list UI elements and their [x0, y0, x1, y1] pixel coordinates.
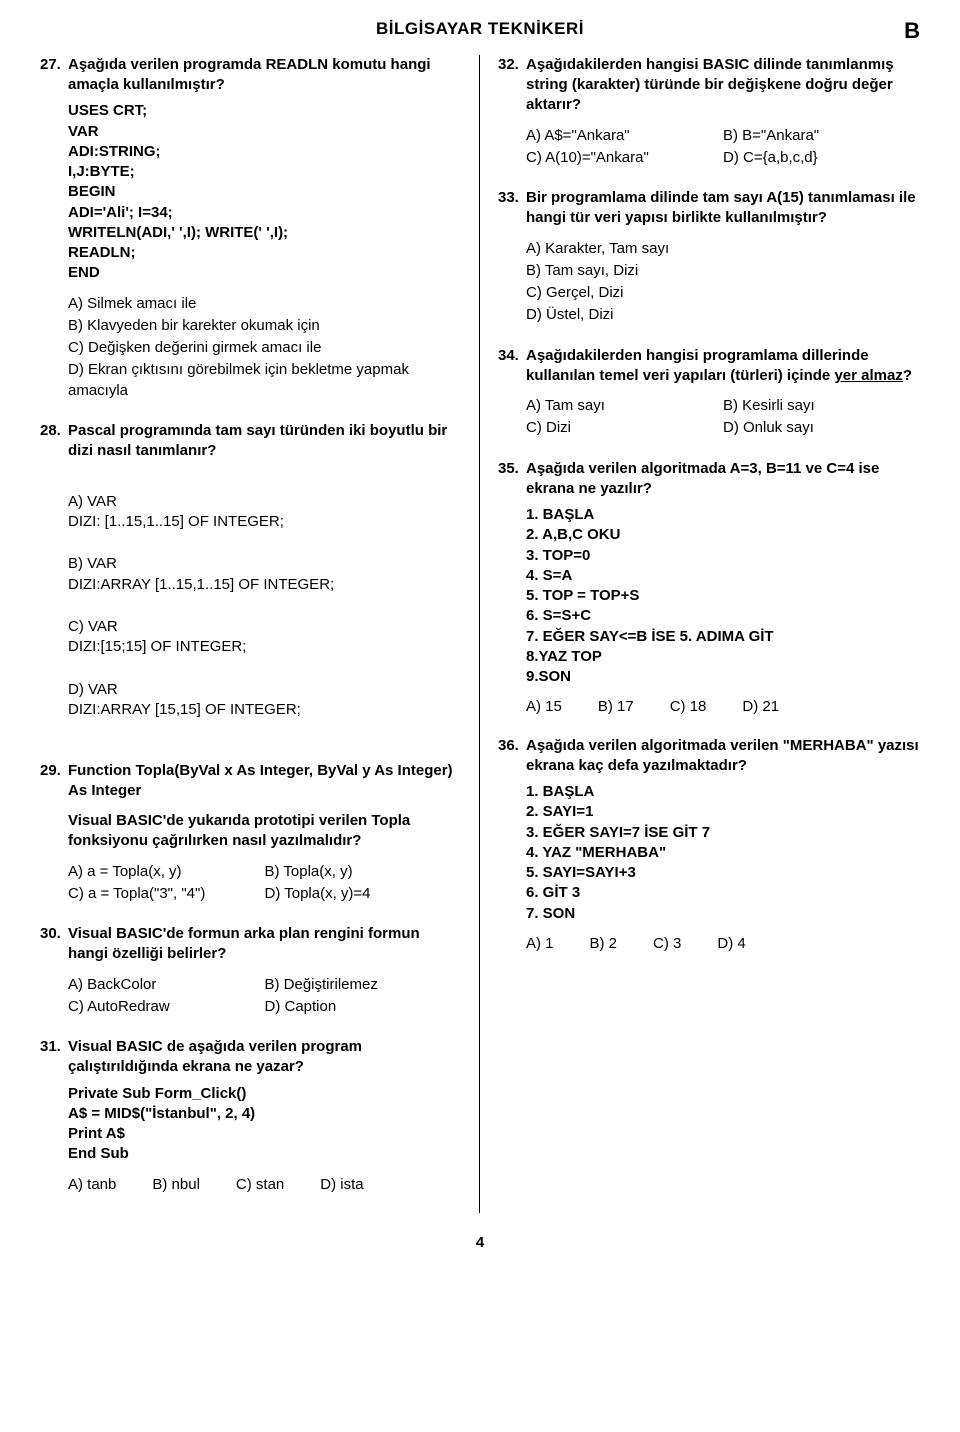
q29-opt-c: C) a = Topla("3", "4")	[68, 884, 265, 904]
q34-pre: Aşağıdakilerden hangisi programlama dill…	[526, 347, 869, 384]
q36-opt-d: D) 4	[717, 934, 745, 954]
q28-num: 28.	[40, 421, 68, 441]
q33-opt-d: D) Üstel, Dizi	[526, 305, 920, 325]
q29-opt-b: B) Topla(x, y)	[265, 862, 462, 882]
q36-num: 36.	[498, 736, 526, 756]
q29-sub: Visual BASIC'de yukarıda prototipi veril…	[68, 811, 461, 852]
q34-opt-d: D) Onluk sayı	[723, 418, 920, 438]
q32-opt-a: A) A$="Ankara"	[526, 126, 723, 146]
q31-opt-a: A) tanb	[68, 1175, 116, 1195]
q31-num: 31.	[40, 1037, 68, 1057]
q27-code: USES CRT; VAR ADI:STRING; I,J:BYTE; BEGI…	[68, 101, 461, 283]
q34-num: 34.	[498, 346, 526, 366]
q36-text: Aşağıda verilen algoritmada verilen "MER…	[526, 736, 920, 777]
q30-opt-a: A) BackColor	[68, 975, 265, 995]
q35-opt-d: D) 21	[742, 697, 779, 717]
q32-opt-b: B) B="Ankara"	[723, 126, 920, 146]
q31-code: Private Sub Form_Click() A$ = MID$("İsta…	[68, 1084, 461, 1165]
q31-opt-c: C) stan	[236, 1175, 284, 1195]
q36-opt-b: B) 2	[590, 934, 618, 954]
q32-opt-d: D) C={a,b,c,d}	[723, 148, 920, 168]
q32-opt-c: C) A(10)="Ankara"	[526, 148, 723, 168]
q28-opt-c: C) VAR DIZI:[15;15] OF INTEGER;	[68, 617, 461, 658]
q31-opt-b: B) nbul	[152, 1175, 200, 1195]
q31-opt-d: D) ista	[320, 1175, 363, 1195]
q33-opt-a: A) Karakter, Tam sayı	[526, 239, 920, 259]
question-34: 34. Aşağıdakilerden hangisi programlama …	[498, 346, 920, 441]
question-30: 30. Visual BASIC'de formun arka plan ren…	[40, 924, 461, 1019]
q27-opt-c: C) Değişken değerini girmek amacı ile	[68, 338, 461, 358]
q30-opt-d: D) Caption	[265, 997, 462, 1017]
q33-opt-b: B) Tam sayı, Dizi	[526, 261, 920, 281]
q35-num: 35.	[498, 459, 526, 479]
q33-opt-c: C) Gerçel, Dizi	[526, 283, 920, 303]
q29-text: Function Topla(ByVal x As Integer, ByVal…	[68, 761, 461, 802]
q34-text: Aşağıdakilerden hangisi programlama dill…	[526, 346, 920, 387]
q32-num: 32.	[498, 55, 526, 75]
q36-opt-a: A) 1	[526, 934, 554, 954]
question-28: 28. Pascal programında tam sayı türünden…	[40, 421, 461, 743]
q28-opt-d: D) VAR DIZI:ARRAY [15,15] OF INTEGER;	[68, 680, 461, 721]
q36-opt-c: C) 3	[653, 934, 681, 954]
q28-opt-a: A) VAR DIZI: [1..15,1..15] OF INTEGER;	[68, 492, 461, 533]
q28-opt-b: B) VAR DIZI:ARRAY [1..15,1..15] OF INTEG…	[68, 554, 461, 595]
q35-opt-c: C) 18	[670, 697, 707, 717]
q35-code: 1. BAŞLA 2. A,B,C OKU 3. TOP=0 4. S=A 5.…	[526, 505, 920, 687]
q35-text: Aşağıda verilen algoritmada A=3, B=11 ve…	[526, 459, 920, 500]
q34-post: ?	[903, 367, 912, 384]
question-27: 27. Aşağıda verilen programda READLN kom…	[40, 55, 461, 403]
q27-opt-b: B) Klavyeden bir karekter okumak için	[68, 316, 461, 336]
question-36: 36. Aşağıda verilen algoritmada verilen …	[498, 736, 920, 955]
q35-opt-b: B) 17	[598, 697, 634, 717]
q34-opt-b: B) Kesirli sayı	[723, 396, 920, 416]
q32-text: Aşağıdakilerden hangisi BASIC dilinde ta…	[526, 55, 920, 116]
q34-under: yer almaz	[834, 367, 902, 384]
page-number: 4	[40, 1233, 920, 1253]
q30-opt-c: C) AutoRedraw	[68, 997, 265, 1017]
right-column: 32. Aşağıdakilerden hangisi BASIC dilind…	[480, 55, 920, 1213]
question-29: 29. Function Topla(ByVal x As Integer, B…	[40, 761, 461, 907]
q27-opt-a: A) Silmek amacı ile	[68, 294, 461, 314]
question-35: 35. Aşağıda verilen algoritmada A=3, B=1…	[498, 459, 920, 718]
page-title: BİLGİSAYAR TEKNİKERİ	[376, 18, 584, 41]
question-32: 32. Aşağıdakilerden hangisi BASIC dilind…	[498, 55, 920, 170]
question-33: 33. Bir programlama dilinde tam sayı A(1…	[498, 188, 920, 328]
q34-opt-a: A) Tam sayı	[526, 396, 723, 416]
corner-letter: B	[904, 16, 920, 46]
q27-num: 27.	[40, 55, 68, 75]
q30-opt-b: B) Değiştirilemez	[265, 975, 462, 995]
q34-opt-c: C) Dizi	[526, 418, 723, 438]
q36-code: 1. BAŞLA 2. SAYI=1 3. EĞER SAYI=7 İSE Gİ…	[526, 782, 920, 924]
q28-text: Pascal programında tam sayı türünden iki…	[68, 421, 461, 462]
q27-opt-d: D) Ekran çıktısını görebilmek için bekle…	[68, 360, 461, 401]
q30-text: Visual BASIC'de formun arka plan rengini…	[68, 924, 461, 965]
q33-num: 33.	[498, 188, 526, 208]
columns: 27. Aşağıda verilen programda READLN kom…	[40, 55, 920, 1213]
header: BİLGİSAYAR TEKNİKERİ B	[40, 18, 920, 41]
q31-text: Visual BASIC de aşağıda verilen program …	[68, 1037, 461, 1078]
q27-text: Aşağıda verilen programda READLN komutu …	[68, 55, 461, 96]
question-31: 31. Visual BASIC de aşağıda verilen prog…	[40, 1037, 461, 1195]
q29-opt-a: A) a = Topla(x, y)	[68, 862, 265, 882]
q29-num: 29.	[40, 761, 68, 781]
q30-num: 30.	[40, 924, 68, 944]
q35-opt-a: A) 15	[526, 697, 562, 717]
left-column: 27. Aşağıda verilen programda READLN kom…	[40, 55, 480, 1213]
q29-opt-d: D) Topla(x, y)=4	[265, 884, 462, 904]
page: BİLGİSAYAR TEKNİKERİ B 27. Aşağıda veril…	[0, 0, 960, 1432]
q33-text: Bir programlama dilinde tam sayı A(15) t…	[526, 188, 920, 229]
